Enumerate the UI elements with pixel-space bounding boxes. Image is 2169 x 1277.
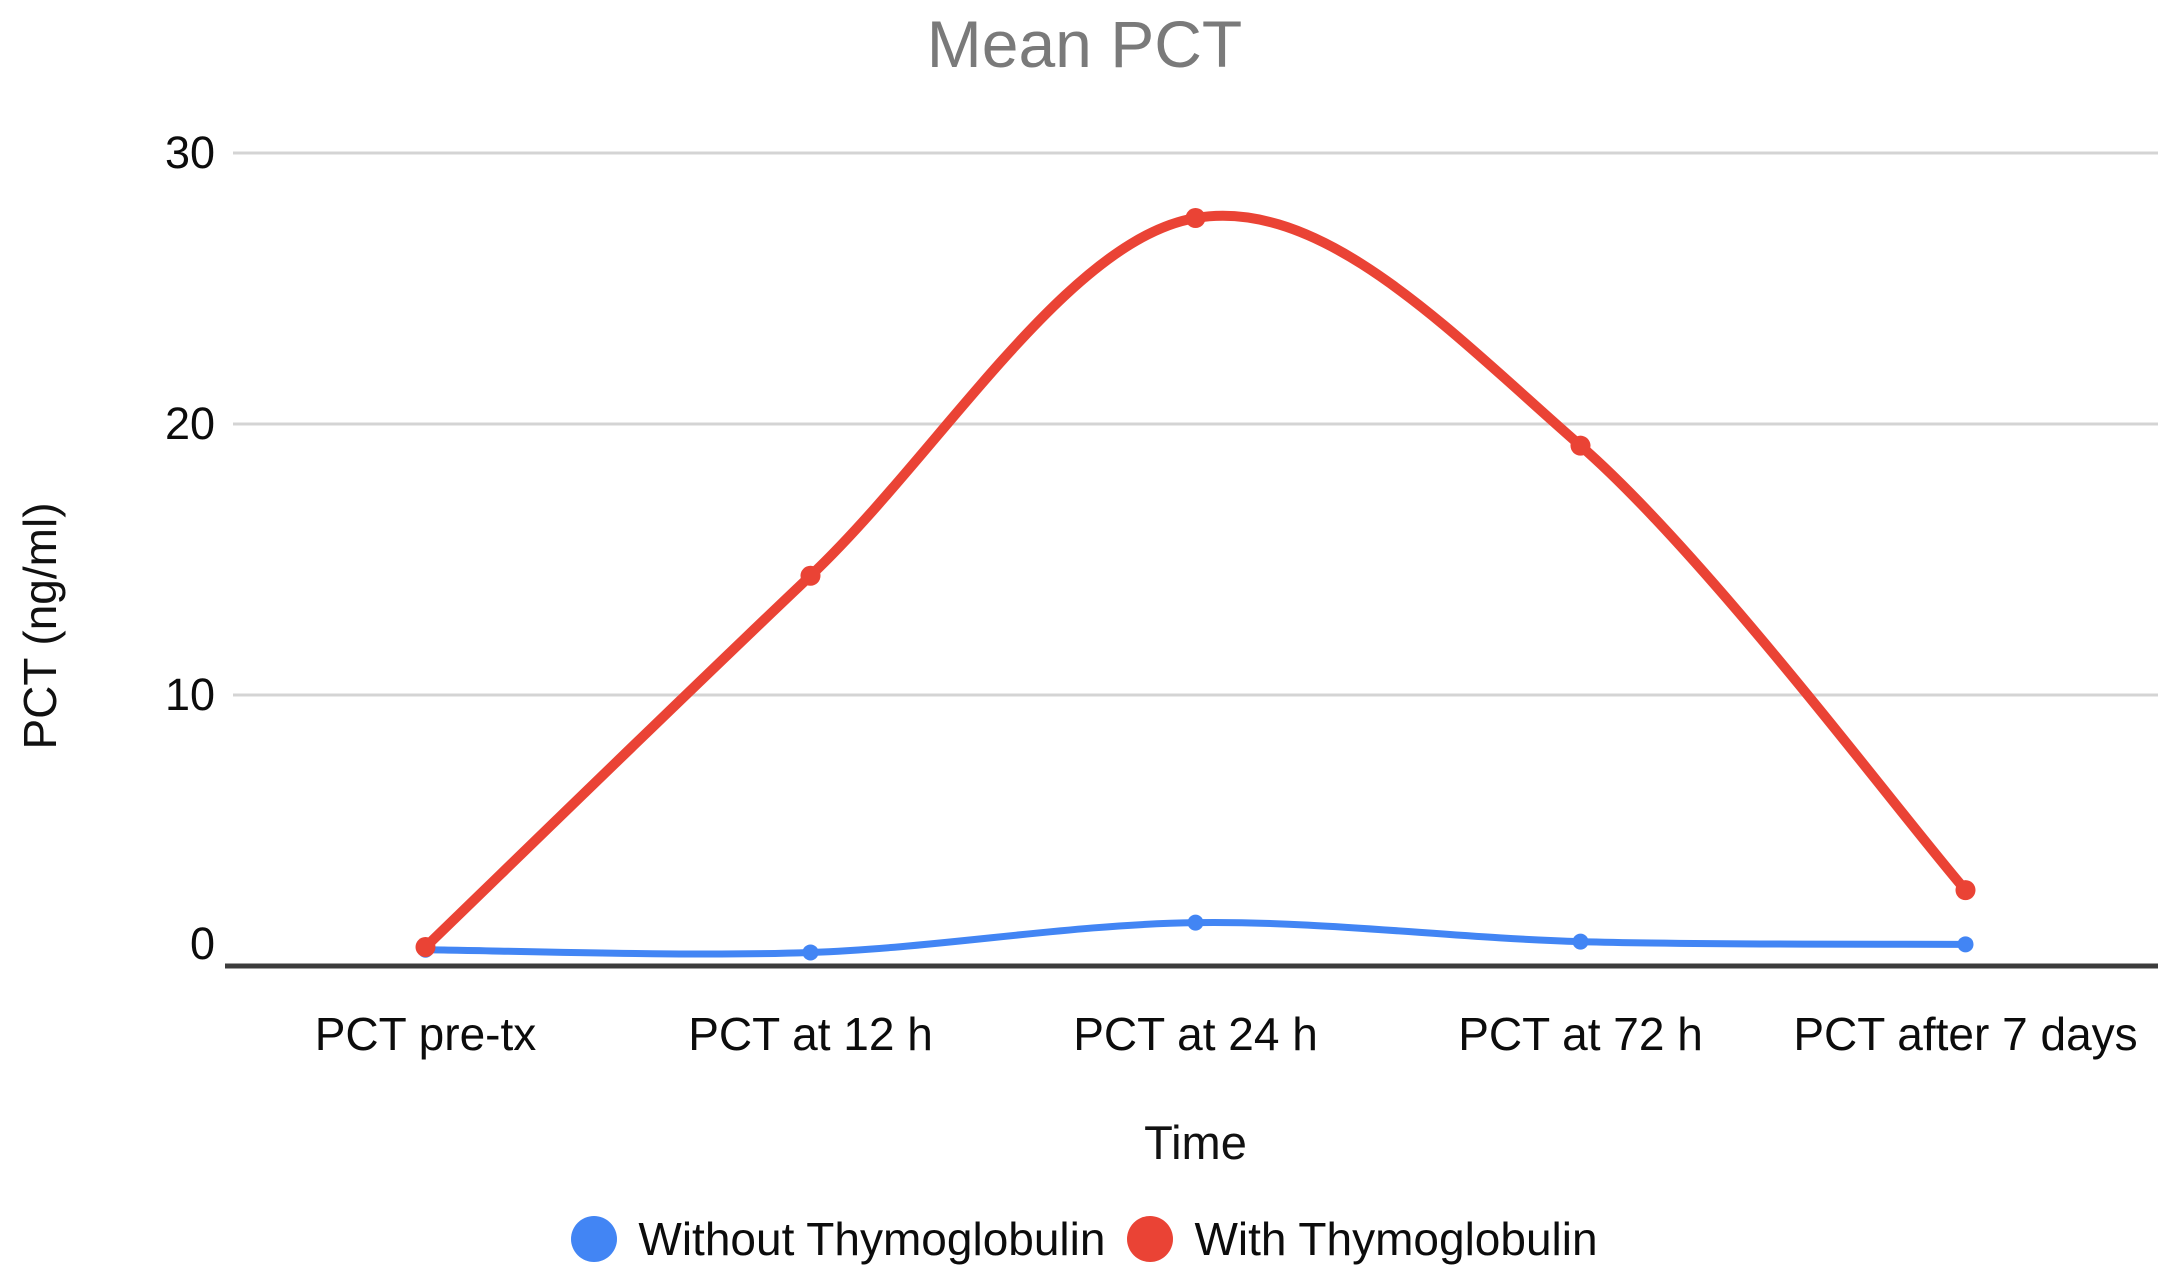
x-tick-label: PCT pre-tx [314,1008,537,1060]
data-point-with-thymoglobulin [1570,435,1591,456]
y-tick-label: 0 [189,918,215,969]
y-tick-label: 30 [164,127,215,178]
legend-label: Without Thymoglobulin [638,1213,1106,1265]
x-axis-title: Time [1144,1116,1247,1169]
data-point-without-thymoglobulin [1572,933,1589,950]
series-group [415,208,1976,961]
y-tick-label: 20 [164,398,215,449]
data-point-with-thymoglobulin [1185,208,1206,229]
data-point-without-thymoglobulin [1957,936,1974,953]
legend-swatch-icon [1127,1216,1174,1262]
x-tick-label: PCT at 24 h [1073,1008,1318,1060]
data-point-without-thymoglobulin [802,944,819,961]
legend: Without Thymoglobulin With Thymoglobulin [0,1206,2169,1272]
x-tick-label: PCT at 12 h [688,1008,933,1060]
data-point-with-thymoglobulin [1955,880,1976,901]
legend-swatch-icon [571,1216,618,1262]
chart-title: Mean PCT [926,7,1243,81]
data-point-with-thymoglobulin [800,565,821,586]
y-tick-label: 10 [164,669,215,720]
gridlines-group [225,151,2158,969]
legend-label: With Thymoglobulin [1194,1213,1598,1265]
data-point-without-thymoglobulin [1187,914,1204,931]
legend-item-without-thymoglobulin: Without Thymoglobulin [571,1212,1105,1266]
legend-item-with-thymoglobulin: With Thymoglobulin [1127,1212,1598,1266]
series-line-with-thymoglobulin [420,210,1971,953]
x-tick-label: PCT after 7 days [1793,1008,2138,1060]
x-tick-label: PCT at 72 h [1458,1008,1703,1060]
data-point-with-thymoglobulin [415,937,436,958]
